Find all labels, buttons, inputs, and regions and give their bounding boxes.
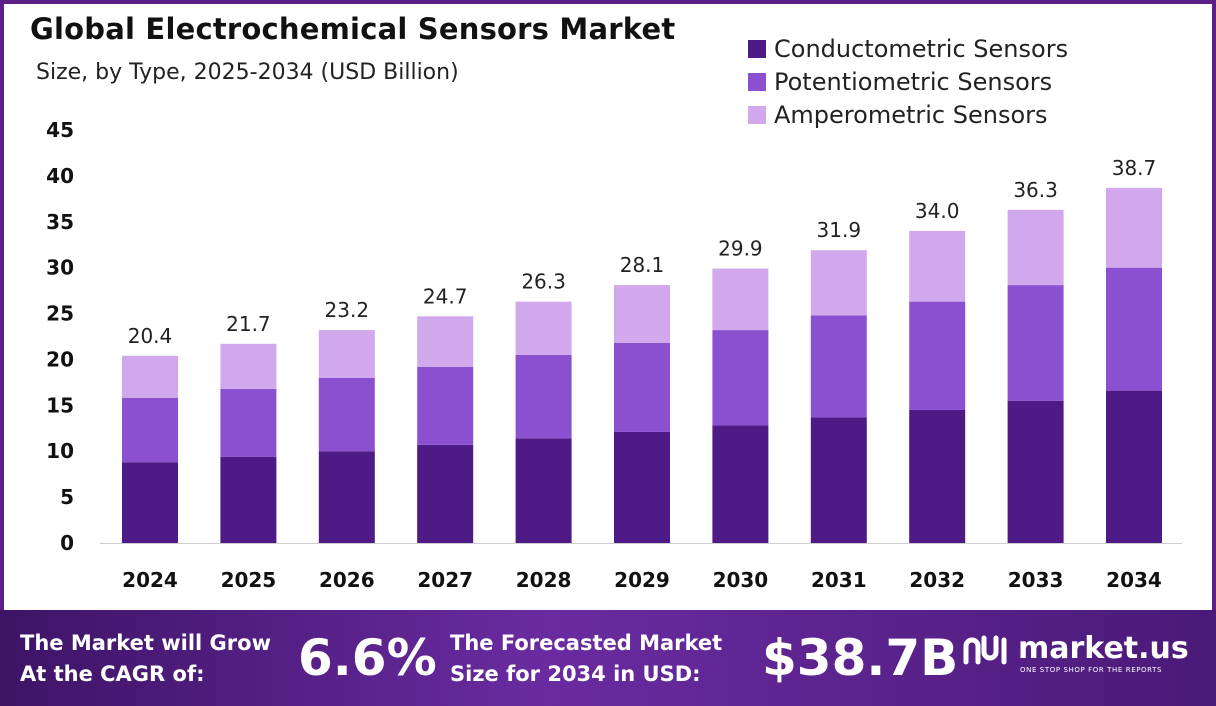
- y-tick-label: 15: [46, 393, 74, 417]
- bar-segment-potentiometric: [712, 330, 769, 426]
- bar-segment-amperometric: [909, 230, 966, 302]
- bar-segment-potentiometric: [122, 397, 178, 463]
- bar-segment-amperometric: [1007, 209, 1064, 286]
- x-tick-label: 2024: [122, 568, 178, 592]
- legend-item-potentiometric: Potentiometric Sensors: [748, 65, 1068, 98]
- legend-swatch-amperometric: [748, 105, 766, 124]
- bar-segment-conductometric: [614, 431, 670, 543]
- cagr-label-line2: At the CAGR of:: [20, 662, 205, 686]
- x-tick-label: 2025: [221, 568, 277, 592]
- forecast-value: $38.7B: [762, 629, 959, 687]
- forecast-label-line1: The Forecasted Market: [450, 631, 723, 655]
- bar-segment-potentiometric: [810, 315, 867, 418]
- y-tick-label: 0: [60, 531, 74, 555]
- bar-segment-conductometric: [909, 409, 966, 543]
- bar-segment-potentiometric: [417, 366, 474, 445]
- brand-name: market.us: [1018, 631, 1189, 666]
- x-tick-label: 2027: [417, 568, 473, 592]
- bar-segment-potentiometric: [220, 388, 277, 457]
- bar-total-label: 36.3: [1013, 178, 1058, 202]
- bar-segment-conductometric: [1106, 390, 1162, 543]
- footer-banner: [0, 610, 1216, 706]
- bar-total-label: 21.7: [226, 312, 271, 336]
- bar-segment-amperometric: [417, 316, 474, 367]
- bar-segment-potentiometric: [1106, 267, 1162, 391]
- y-tick-label: 35: [46, 210, 74, 234]
- bar-total-label: 28.1: [620, 253, 665, 277]
- bar-total-label: 31.9: [817, 218, 862, 242]
- cagr-label: The Market will Grow At the CAGR of:: [20, 628, 271, 690]
- brand-logo: market.us: [962, 632, 1189, 666]
- bar-segment-conductometric: [122, 462, 178, 543]
- x-tick-label: 2033: [1008, 568, 1064, 592]
- y-tick-label: 45: [46, 118, 74, 142]
- legend-item-conductometric: Conductometric Sensors: [748, 32, 1068, 65]
- market-us-logo-icon: [963, 635, 1007, 665]
- x-tick-label: 2028: [516, 568, 572, 592]
- bar-total-label: 23.2: [325, 298, 370, 322]
- y-tick-label: 10: [46, 439, 74, 463]
- bar-segment-potentiometric: [515, 354, 572, 439]
- bar-segment-conductometric: [417, 444, 474, 543]
- legend-swatch-potentiometric: [748, 72, 766, 91]
- bar-segment-amperometric: [515, 301, 572, 355]
- bar-segment-amperometric: [122, 355, 178, 398]
- bar-segment-amperometric: [1106, 187, 1162, 268]
- bar-segment-amperometric: [614, 285, 670, 343]
- cagr-value: 6.6%: [298, 629, 437, 687]
- x-tick-label: 2032: [909, 568, 965, 592]
- y-tick-label: 25: [46, 302, 74, 326]
- bar-segment-conductometric: [515, 438, 572, 543]
- y-tick-label: 40: [46, 164, 74, 188]
- legend-label-conductometric: Conductometric Sensors: [774, 34, 1069, 63]
- cagr-label-line1: The Market will Grow: [20, 631, 271, 655]
- brand-tagline: ONE STOP SHOP FOR THE REPORTS: [1020, 666, 1163, 674]
- x-tick-label: 2030: [713, 568, 769, 592]
- x-tick-label: 2026: [319, 568, 375, 592]
- bar-segment-amperometric: [712, 268, 769, 331]
- forecast-label-line2: Size for 2034 in USD:: [450, 662, 701, 686]
- bar-total-label: 29.9: [718, 237, 763, 261]
- chart-subtitle: Size, by Type, 2025-2034 (USD Billion): [36, 60, 459, 85]
- bar-segment-potentiometric: [909, 301, 966, 410]
- y-tick-label: 30: [46, 256, 74, 280]
- bar-segment-potentiometric: [318, 377, 375, 452]
- legend-swatch-conductometric: [748, 39, 766, 58]
- bar-segment-conductometric: [318, 451, 375, 543]
- bar-total-label: 26.3: [521, 270, 566, 294]
- y-tick-label: 5: [60, 485, 74, 509]
- bar-total-label: 24.7: [423, 284, 468, 308]
- bar-segment-potentiometric: [1007, 285, 1064, 401]
- legend-label-amperometric: Amperometric Sensors: [774, 100, 1048, 129]
- legend-item-amperometric: Amperometric Sensors: [748, 98, 1068, 131]
- bar-total-label: 20.4: [128, 324, 173, 348]
- x-tick-label: 2029: [614, 568, 670, 592]
- bar-segment-amperometric: [220, 343, 277, 389]
- forecast-label: The Forecasted Market Size for 2034 in U…: [450, 628, 722, 690]
- x-tick-label: 2034: [1106, 568, 1162, 592]
- bar-segment-conductometric: [810, 417, 867, 543]
- bar-segment-potentiometric: [614, 342, 670, 432]
- bar-segment-conductometric: [712, 425, 769, 543]
- bar-segment-amperometric: [318, 330, 375, 378]
- stacked-bar-chart: 05101520253035404520.4202421.7202523.220…: [46, 118, 1182, 592]
- x-tick-label: 2031: [811, 568, 867, 592]
- bar-total-label: 38.7: [1112, 156, 1157, 180]
- bar-segment-conductometric: [220, 456, 277, 543]
- bar-segment-conductometric: [1007, 400, 1064, 543]
- bar-segment-amperometric: [810, 250, 867, 316]
- chart-title: Global Electrochemical Sensors Market: [30, 12, 676, 46]
- legend-label-potentiometric: Potentiometric Sensors: [774, 67, 1053, 96]
- y-tick-label: 20: [46, 347, 74, 371]
- chart-legend: Conductometric Sensors Potentiometric Se…: [748, 32, 1068, 131]
- bar-total-label: 34.0: [915, 199, 960, 223]
